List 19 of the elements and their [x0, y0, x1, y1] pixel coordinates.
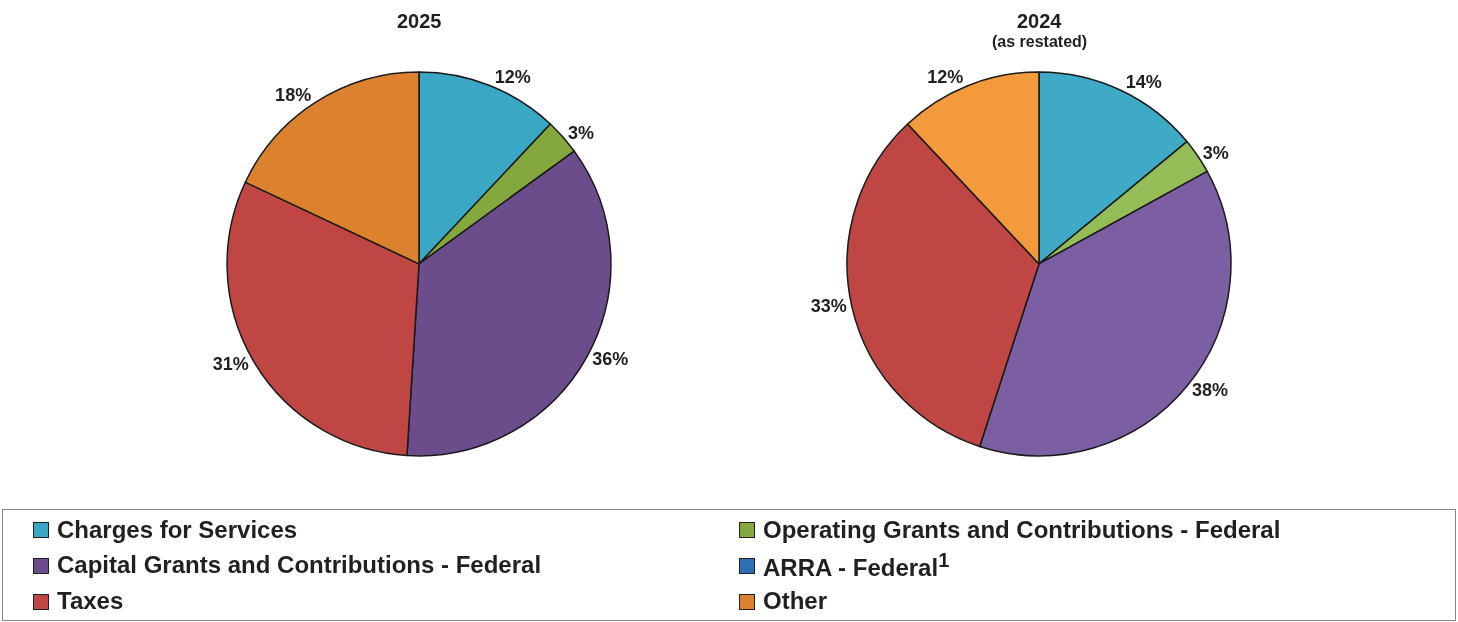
legend-label: Operating Grants and Contributions - Federal — [763, 515, 1281, 545]
data-label: 38% — [1191, 380, 1228, 401]
legend-label: Other — [763, 587, 828, 616]
data-label: 12% — [927, 66, 964, 87]
data-label: 18% — [275, 84, 312, 105]
data-label: 36% — [592, 348, 629, 369]
data-label: 14% — [1125, 72, 1162, 93]
data-label: 31% — [212, 354, 249, 375]
legend-label: Charges for Services — [57, 515, 298, 545]
chart-title: 2025 — [397, 10, 442, 32]
data-label: 33% — [810, 296, 847, 317]
legend-label: Taxes — [57, 587, 124, 616]
data-label: 3% — [1202, 142, 1229, 163]
data-label: 12% — [494, 66, 531, 87]
chart-subtitle: (as restated) — [992, 33, 1088, 50]
legend-label: ARRA - Federal$^{1}$ — [763, 548, 950, 584]
legend-label: Capital Grants and Contributions - Federal — [57, 551, 542, 581]
chart-title: 2024 — [1017, 10, 1063, 32]
data-label: 3% — [567, 122, 594, 143]
